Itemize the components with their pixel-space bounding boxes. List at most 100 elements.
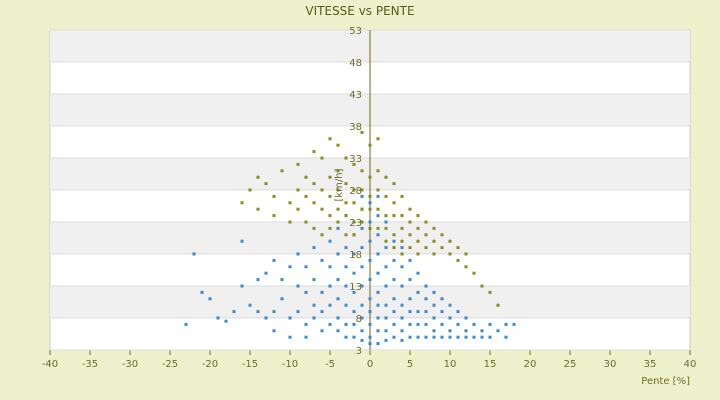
data-point — [280, 297, 284, 301]
data-point — [384, 220, 388, 224]
data-point — [352, 271, 356, 275]
data-point — [336, 143, 340, 147]
x-tick-label: -20 — [202, 359, 218, 370]
data-point — [392, 335, 396, 339]
data-point — [480, 335, 484, 339]
data-point — [328, 284, 332, 288]
data-point — [328, 226, 332, 230]
data-point — [384, 316, 388, 320]
data-point — [400, 214, 404, 218]
data-point — [376, 290, 380, 294]
data-point — [408, 246, 412, 250]
data-point — [440, 335, 444, 339]
chart-title: VITESSE vs PENTE — [305, 4, 414, 18]
data-point — [360, 284, 364, 288]
data-point — [368, 194, 372, 198]
data-point — [464, 265, 468, 269]
data-point — [392, 310, 396, 314]
data-point — [304, 265, 308, 269]
data-point — [392, 278, 396, 282]
data-point — [368, 297, 372, 301]
data-point — [432, 239, 436, 243]
data-point — [368, 258, 372, 262]
data-point — [368, 175, 372, 179]
data-point — [376, 194, 380, 198]
data-point — [400, 252, 404, 256]
data-point — [328, 194, 332, 198]
data-point — [384, 329, 388, 333]
data-point — [472, 271, 476, 275]
data-point — [504, 335, 508, 339]
x-tick-label: 35 — [644, 359, 657, 370]
data-point — [384, 265, 388, 269]
data-point — [416, 335, 420, 339]
data-point — [424, 310, 428, 314]
data-point — [344, 265, 348, 269]
y-tick-label: 53 — [349, 26, 362, 37]
data-point — [384, 303, 388, 307]
data-point — [456, 335, 460, 339]
data-point — [408, 258, 412, 262]
data-point — [296, 207, 300, 211]
x-tick-label: 40 — [684, 359, 697, 370]
y-tick-label: 43 — [349, 90, 362, 101]
data-point — [392, 297, 396, 301]
data-point — [344, 214, 348, 218]
data-point — [344, 233, 348, 237]
data-point — [320, 290, 324, 294]
data-point — [456, 322, 460, 326]
data-point — [328, 322, 332, 326]
data-point — [376, 316, 380, 320]
data-point — [488, 322, 492, 326]
data-point — [400, 303, 404, 307]
data-point — [376, 169, 380, 173]
data-point — [360, 226, 364, 230]
data-point — [392, 246, 396, 250]
data-point — [424, 322, 428, 326]
data-point — [464, 252, 468, 256]
data-point — [336, 207, 340, 211]
x-tick-label: -10 — [282, 359, 298, 370]
data-point — [360, 207, 364, 211]
data-point — [416, 252, 420, 256]
data-point — [320, 233, 324, 237]
data-point — [312, 246, 316, 250]
data-point — [328, 137, 332, 141]
data-point — [336, 329, 340, 333]
x-tick-label: 5 — [407, 359, 413, 370]
data-point — [256, 175, 260, 179]
data-point — [272, 329, 276, 333]
data-point — [376, 188, 380, 192]
data-point — [376, 303, 380, 307]
data-point — [352, 188, 356, 192]
data-point — [472, 335, 476, 339]
y-tick-label: 28 — [349, 186, 362, 197]
data-point — [256, 310, 260, 314]
x-axis — [49, 349, 691, 355]
data-point — [416, 271, 420, 275]
data-point — [256, 278, 260, 282]
data-point — [360, 130, 364, 134]
data-point — [352, 252, 356, 256]
data-point — [312, 182, 316, 186]
data-point — [216, 316, 220, 320]
data-point — [368, 239, 372, 243]
data-point — [440, 233, 444, 237]
data-point — [264, 182, 268, 186]
data-point — [368, 278, 372, 282]
data-point — [312, 278, 316, 282]
data-point — [376, 252, 380, 256]
data-point — [432, 290, 436, 294]
data-point — [312, 150, 316, 154]
data-point — [368, 322, 372, 326]
data-point — [368, 335, 372, 339]
data-point — [504, 322, 508, 326]
x-tick-label: -40 — [42, 359, 58, 370]
data-point — [456, 310, 460, 314]
y-tick-label: 38 — [349, 122, 362, 133]
data-point — [264, 271, 268, 275]
data-point — [440, 297, 444, 301]
data-point — [416, 239, 420, 243]
